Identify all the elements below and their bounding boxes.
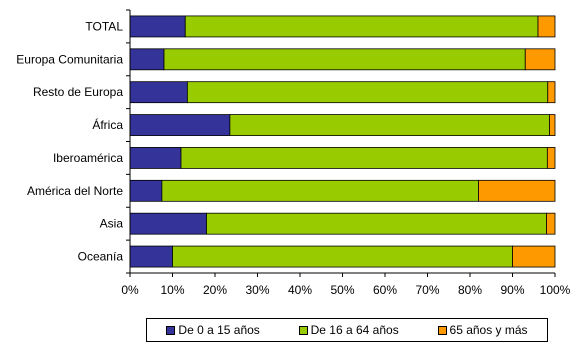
category-label: Europa Comunitaria [16,52,123,66]
legend: De 0 a 15 años De 16 a 64 años 65 años y… [146,318,548,342]
legend-item-0-15: De 0 a 15 años [166,323,260,337]
legend-label-0-15: De 0 a 15 años [178,323,260,337]
bar-segment-series-1 [172,245,513,268]
category-label: TOTAL [85,19,123,33]
category-label: Iberoamérica [53,151,123,165]
legend-swatch-16-64 [298,325,308,335]
axes [126,9,556,277]
bar-segment-series-0 [129,114,231,136]
category-label: Resto de Europa [33,85,123,99]
category-label: Oceanía [78,250,124,264]
bar-segment-series-2 [546,212,556,235]
bar-segment-series-2 [478,179,556,202]
bar-segment-series-2 [537,15,556,38]
bars [129,15,556,268]
x-tick-label: 30% [245,283,269,297]
bar-segment-series-1 [206,212,547,235]
legend-label-65-plus: 65 años y más [449,323,528,337]
bar-segment-series-0 [129,147,182,169]
legend-item-16-64: De 16 a 64 años [298,323,399,337]
bar-segment-series-0 [129,15,186,38]
bar-segment-series-2 [512,245,556,268]
bar-segment-series-2 [546,147,556,169]
bar-segment-series-0 [129,212,207,235]
legend-item-65-plus: 65 años y más [437,323,528,337]
bar-segment-series-0 [129,48,165,71]
x-tick-label: 50% [330,283,354,297]
x-tick-label: 0% [121,283,139,297]
x-tick-label: 80% [458,283,482,297]
category-label: Asia [100,217,124,231]
bar-segment-series-1 [229,114,550,136]
x-tick-labels: 0% 10% 20% 30% 40% 50% 60% 70% 80% 90% 100% [121,283,570,297]
x-tick-label: 90% [500,283,524,297]
x-tick-label: 10% [160,283,184,297]
category-label: África [92,117,123,132]
x-tick-label: 20% [203,283,227,297]
legend-swatch-0-15 [166,325,176,335]
x-tick-label: 40% [288,283,312,297]
category-label: América del Norte [27,184,123,198]
bar-segment-series-0 [129,179,163,202]
bar-segment-series-1 [161,179,479,202]
category-labels: TOTAL Europa Comunitaria Resto de Europa Áf… [16,19,123,263]
bar-segment-series-1 [180,147,548,169]
x-tick-label: 70% [415,283,439,297]
bar-segment-series-2 [549,114,556,136]
bar-segment-series-0 [129,245,173,268]
x-tick-label: 100% [540,283,571,297]
bar-segment-series-1 [163,48,526,71]
legend-swatch-65-plus [437,325,447,335]
bar-segment-series-0 [129,81,188,104]
x-tick-label: 60% [373,283,397,297]
bar-segment-series-1 [186,81,549,104]
bar-segment-series-1 [184,15,539,38]
legend-label-16-64: De 16 a 64 años [310,323,399,337]
bar-segment-series-2 [524,48,556,71]
bar-segment-series-2 [547,81,556,104]
